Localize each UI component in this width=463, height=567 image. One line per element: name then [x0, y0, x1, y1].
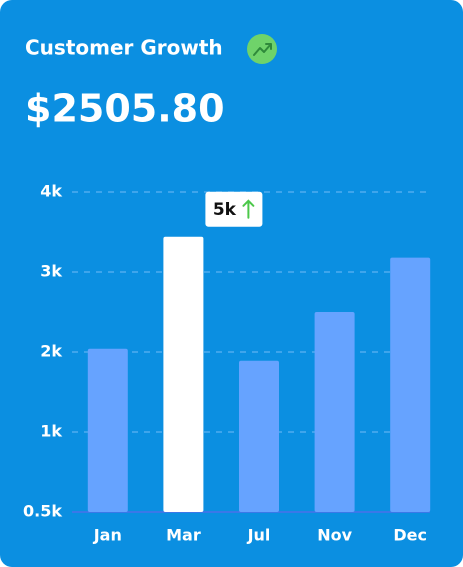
- chart-title: Customer Growth: [25, 36, 223, 60]
- bar: [163, 236, 204, 513]
- y-tick-label: 0.5k: [23, 502, 62, 521]
- y-tick-label: 1k: [40, 422, 62, 441]
- tooltip-arrow: [242, 199, 255, 219]
- y-tick-label: 2k: [40, 342, 62, 361]
- x-tick-label: Dec: [393, 526, 427, 545]
- headline-value: $2505.80: [25, 87, 225, 131]
- bar: [239, 360, 279, 512]
- tooltip-text: 5k: [213, 200, 237, 220]
- x-tick-label: Jan: [93, 526, 122, 545]
- x-tick-label: Jul: [247, 526, 271, 545]
- bar: [314, 312, 355, 512]
- bar: [390, 257, 431, 512]
- y-tick-label: 4k: [40, 182, 62, 201]
- trend-icon: [247, 34, 277, 64]
- y-tick-label: 3k: [40, 262, 62, 281]
- bar: [87, 348, 128, 512]
- x-tick-label: Mar: [166, 526, 201, 545]
- x-tick-label: Nov: [317, 526, 352, 545]
